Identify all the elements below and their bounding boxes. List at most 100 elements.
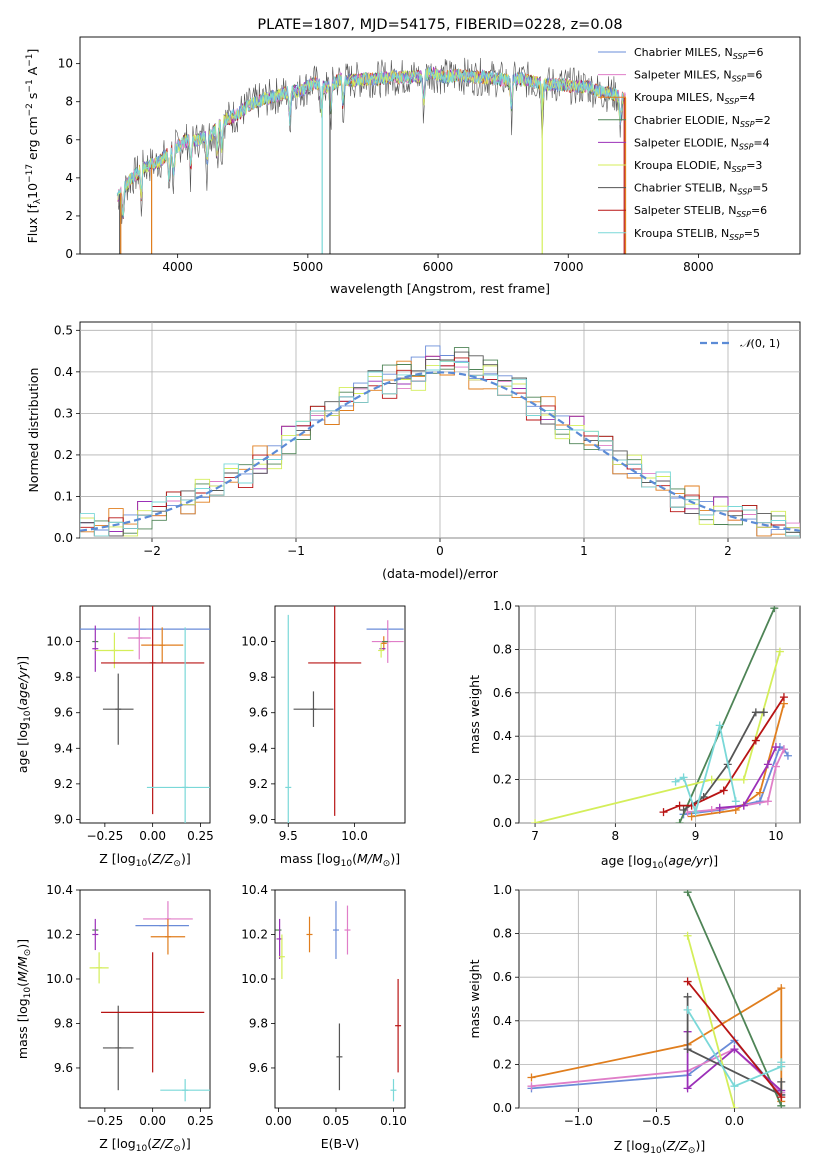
spectrum-legend-entry: Chabrier ELODIE, NSSP=2	[634, 114, 771, 129]
spectrum-ytick-label: 2	[65, 209, 73, 223]
massweight-vs-age-point	[775, 647, 784, 656]
residuals-histogram-step	[80, 360, 800, 538]
massweight-vs-Z-point	[777, 984, 786, 993]
spectrum-panel: 4000 5000 6000 7000 8000 0 2 4 6 8 10 wavelength [A…	[25, 36, 801, 296]
spectrum-xtick-label: 8000	[683, 260, 714, 274]
massweight-vs-Z-line	[686, 891, 783, 1107]
massweight-vs-Z-ytick-label: 0.4	[493, 1014, 512, 1028]
massweight-vs-age-point	[755, 797, 764, 806]
massweight-vs-Z-point	[683, 1005, 692, 1014]
spectrum-ytick-label: 10	[58, 57, 73, 71]
spectrum-legend-entry: Salpeter STELIB, NSSP=6	[634, 204, 767, 219]
spectrum-xtick-label: 4000	[162, 260, 193, 274]
massweight-vs-age-point	[715, 721, 724, 730]
age-vs-mass-panel: 9.5 10.0 9.0 9.2 9.4 9.6 9.8 10.0 mass [log10(M/…	[241, 605, 406, 869]
massweight-vs-Z-xtick-label: −1.0	[564, 1114, 593, 1128]
massweight-vs-Z-line	[686, 996, 783, 1097]
massweight-vs-age-frame	[518, 605, 801, 824]
massweight-vs-Z-ytick-label: 1.0	[493, 883, 512, 897]
massweight-vs-age-xtick-label: 8	[612, 829, 620, 843]
spectrum-ytick-label: 8	[65, 95, 73, 109]
massweight-vs-age-point	[751, 708, 760, 717]
massweight-vs-age-ytick-label: 0.2	[493, 773, 512, 787]
residuals-ytick-label: 0.3	[54, 406, 73, 420]
mass-vs-EBV-frame	[274, 889, 406, 1109]
massweight-vs-age-ytick-label: 0.6	[493, 686, 512, 700]
massweight-vs-age-point	[731, 805, 740, 814]
massweight-vs-Z-line	[686, 981, 782, 1098]
mass-vs-Z-frame	[79, 889, 211, 1109]
mass-vs-EBV-ytick-label: 10.2	[241, 927, 268, 941]
residuals-gaussian-curve	[80, 371, 800, 532]
mass-vs-Z-xtick-label: 0.25	[187, 1114, 214, 1128]
residuals-xlabel: (data-model)/error	[382, 566, 499, 581]
massweight-vs-age-point	[770, 606, 779, 613]
age-vs-mass-ytick-label: 9.2	[249, 777, 268, 791]
massweight-vs-age-xtick-label: 9	[692, 829, 700, 843]
massweight-vs-age-line	[687, 748, 785, 813]
massweight-vs-age-ylabel: mass weight	[467, 675, 482, 754]
residuals-legend-entry: 𝒩(0, 1)	[740, 337, 780, 350]
massweight-vs-Z-point	[730, 1045, 739, 1054]
massweight-vs-Z-point	[777, 1058, 786, 1067]
massweight-vs-age-ytick-label: 1.0	[493, 599, 512, 613]
spectrum-legend-entry: Salpeter MILES, NSSP=6	[634, 69, 762, 84]
massweight-vs-Z-ytick-label: 0.6	[493, 970, 512, 984]
mass-vs-Z-ytick-label: 10.4	[46, 883, 73, 897]
mass-vs-EBV-panel: 0.00 0.05 0.10 9.6 9.8 10.0 10.2 10.4 E(B-V)	[241, 883, 407, 1151]
spectrum-ytick-label: 6	[65, 133, 73, 147]
age-vs-Z-ytick-label: 9.4	[54, 741, 73, 755]
massweight-vs-Z-line	[686, 935, 736, 1108]
massweight-vs-age-point	[755, 788, 764, 797]
mass-vs-Z-panel: −0.25 0.00 0.25 9.6 9.8 10.0 10.2 10.4 Z [log10(…	[15, 883, 214, 1154]
massweight-vs-age-line	[663, 696, 785, 813]
age-vs-mass-frame	[274, 605, 406, 824]
massweight-vs-Z-point	[683, 1084, 692, 1093]
residuals-ytick-label: 0.4	[54, 365, 73, 379]
age-vs-Z-ylabel: age [log10(age/yr)]	[15, 656, 33, 773]
residuals-ytick-label: 0.1	[54, 489, 73, 503]
age-vs-Z-xtick-label: −0.25	[86, 829, 123, 843]
residuals-ytick-label: 0.5	[54, 323, 73, 337]
massweight-vs-Z-ytick-label: 0.8	[493, 927, 512, 941]
massweight-vs-Z-point	[683, 1045, 692, 1054]
massweight-vs-Z-xtick-label: 0.0	[725, 1114, 744, 1128]
massweight-vs-age-point	[659, 808, 668, 817]
mass-vs-Z-ytick-label: 10.2	[46, 927, 73, 941]
spectrum-legend-entry: Kroupa MILES, NSSP=4	[634, 91, 755, 106]
mass-vs-EBV-xlabel: E(B-V)	[321, 1136, 360, 1151]
massweight-vs-age-ytick-label: 0.0	[493, 816, 512, 830]
massweight-vs-age-xtick-label: 7	[531, 829, 539, 843]
massweight-vs-age-xtick-label: 10	[768, 829, 783, 843]
massweight-vs-age-point	[763, 760, 772, 769]
massweight-vs-age-line	[678, 607, 776, 823]
massweight-vs-age-xlabel: age [log10(age/yr)]	[601, 853, 718, 871]
massweight-vs-Z-xlabel: Z [log10(Z/Z⊙)]	[614, 1138, 705, 1156]
massweight-vs-age-line	[534, 651, 781, 823]
spectrum-legend-entry: Kroupa STELIB, NSSP=5	[634, 227, 760, 242]
massweight-vs-Z-point	[683, 890, 692, 897]
mass-vs-EBV-ytick-label: 10.0	[241, 972, 268, 986]
massweight-vs-Z-ytick-label: 0.2	[493, 1057, 512, 1071]
massweight-vs-Z-frame	[518, 889, 801, 1109]
spectrum-legend-entry: Chabrier MILES, NSSP=6	[634, 46, 764, 61]
massweight-vs-age-point	[779, 745, 788, 754]
residuals-ytick-label: 0.0	[54, 531, 73, 545]
residuals-xtick-label: 1	[580, 544, 588, 558]
figure-title: PLATE=1807, MJD=54175, FIBERID=0228, z=0…	[257, 17, 622, 33]
age-vs-mass-ytick-label: 10.0	[241, 635, 268, 649]
massweight-vs-age-point	[679, 805, 688, 814]
residuals-xtick-label: 0	[436, 544, 444, 558]
massweight-vs-age-point	[739, 775, 748, 784]
massweight-vs-age-point	[771, 743, 780, 752]
spectrum-xtick-label: 6000	[423, 260, 454, 274]
spectrum-legend-entry: Kroupa ELODIE, NSSP=3	[634, 159, 762, 174]
mass-vs-EBV-ytick-label: 9.8	[249, 1016, 268, 1030]
massweight-vs-age-point	[719, 786, 728, 795]
mass-vs-EBV-xtick-label: 0.10	[380, 1114, 407, 1128]
age-vs-mass-xtick-label: 10.0	[341, 829, 368, 843]
age-vs-mass-ytick-label: 9.6	[249, 706, 268, 720]
age-vs-mass-ytick-label: 9.4	[249, 741, 268, 755]
massweight-vs-age-line	[719, 746, 777, 809]
